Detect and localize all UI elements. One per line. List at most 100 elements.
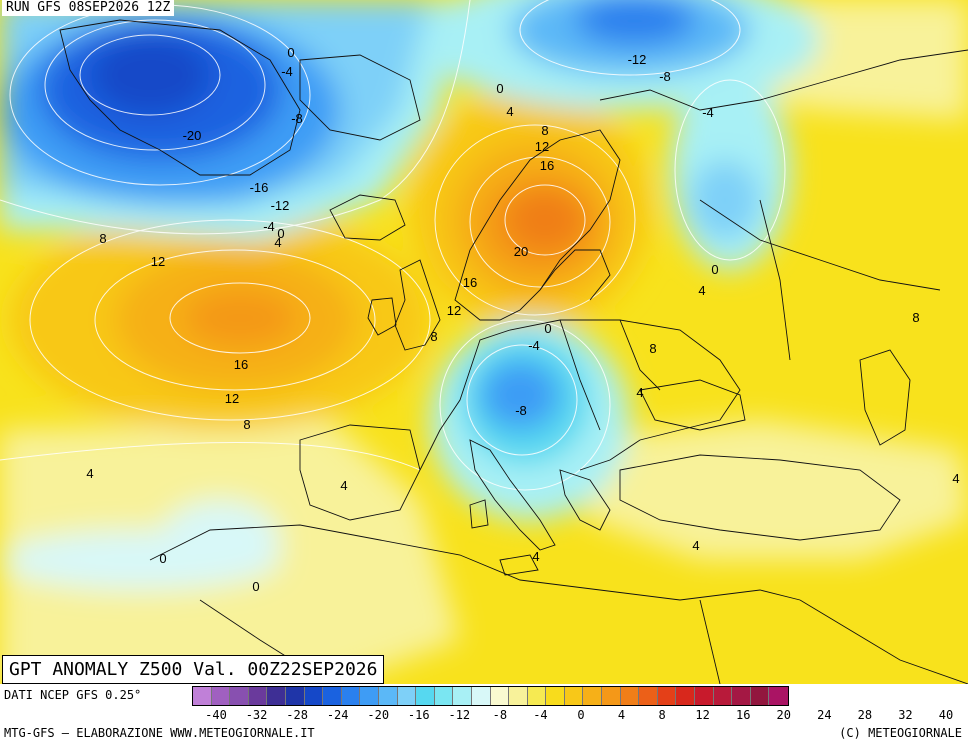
- contour-label: 12: [535, 139, 549, 154]
- map-title: GPT ANOMALY Z500 Val. 00Z22SEP2026: [2, 655, 385, 684]
- contour-label: -12: [271, 198, 290, 213]
- color-scale-cell: [769, 687, 788, 705]
- color-scale-cell: [267, 687, 286, 705]
- color-scale-tick-label: 12: [695, 708, 710, 722]
- color-scale-cell: [193, 687, 212, 705]
- anomaly-field: [0, 0, 968, 684]
- map-canvas: 0 -4 -12 -8 0 4 -4 8 12 -20 -8 16 -16 -1…: [0, 0, 968, 684]
- color-scale-tick-label: 20: [776, 708, 791, 722]
- contour-lines: [0, 0, 786, 491]
- color-scale-tick-label: -20: [367, 708, 390, 722]
- color-scale-tick-label: 32: [898, 708, 913, 722]
- contour-label: -4: [281, 64, 293, 79]
- contour-label: 0: [252, 579, 259, 594]
- anomaly-map: 0 -4 -12 -8 0 4 -4 8 12 -20 -8 16 -16 -1…: [0, 0, 968, 684]
- contour-label: -12: [628, 52, 647, 67]
- contour-label: 12: [151, 254, 165, 269]
- contour-label: 0: [496, 81, 503, 96]
- color-scale-cell: [211, 687, 231, 705]
- color-scale-ticks: -40 -32 -28 -24 -20 -16 -12 -8 -4 0 4 8 12 16 20 24 28 32…: [192, 708, 968, 722]
- color-scale-cell: [397, 687, 417, 705]
- contour-label: 12: [447, 303, 461, 318]
- color-scale-cell: [490, 687, 510, 705]
- contour-label: 0: [277, 226, 284, 241]
- color-scale-tick-label: 40: [938, 708, 954, 722]
- color-scale-tick-label: 0: [577, 708, 585, 722]
- footer-panel: DATI NCEP GFS 0.25° -40 -32 -28 -24 -20 -16 -1…: [0, 684, 968, 745]
- color-scale-cell: [732, 687, 751, 705]
- contour-label: 8: [649, 341, 656, 356]
- color-scale-tick-label: -12: [448, 708, 471, 722]
- contour-label: -16: [250, 180, 269, 195]
- color-scale-tick-label: 4: [617, 708, 626, 722]
- contour-label: -4: [528, 338, 540, 353]
- color-scale-cell: [602, 687, 621, 705]
- color-scale-cell: [546, 687, 565, 705]
- contour-label: 8: [243, 417, 250, 432]
- color-scale-tick-label: 28: [857, 708, 873, 722]
- copyright-label: (C) METEOGIORNALE: [839, 726, 962, 740]
- color-scale-tick-label: -16: [407, 708, 430, 722]
- color-scale-cell: [471, 687, 491, 705]
- contour-label: 8: [912, 310, 919, 325]
- contour-label: 0: [287, 45, 294, 60]
- color-scale-tick-label: -8: [492, 708, 508, 722]
- color-scale-cell: [230, 687, 249, 705]
- color-scale-cell: [583, 687, 603, 705]
- color-scale-cell: [639, 687, 658, 705]
- color-scale-tick-label: -28: [286, 708, 308, 722]
- color-scale-cell: [509, 687, 528, 705]
- contour-label: -8: [291, 111, 303, 126]
- coastlines: [59, 19, 968, 684]
- contour-label: -4: [702, 105, 714, 120]
- color-scale-tick-label: -32: [245, 708, 268, 722]
- contour-label: -4: [263, 219, 275, 234]
- contour-label: 8: [99, 231, 106, 246]
- contour-label: 4: [274, 235, 281, 250]
- contour-label: -8: [515, 403, 527, 418]
- contour-label: 0: [711, 262, 718, 277]
- color-scale-bar: [192, 686, 789, 706]
- color-scale-tick-label: 16: [735, 708, 751, 722]
- color-scale-cell: [564, 687, 584, 705]
- contour-label: 4: [636, 385, 643, 400]
- contour-label: -20: [183, 128, 202, 143]
- contour-label: 16: [234, 357, 248, 372]
- contour-label: 4: [340, 478, 347, 493]
- contour-label: 12: [225, 391, 239, 406]
- data-source-label: DATI NCEP GFS 0.25°: [4, 688, 142, 702]
- contour-label: 0: [544, 321, 551, 336]
- contour-label: -8: [659, 69, 671, 84]
- contour-label: 16: [463, 275, 477, 290]
- contour-label: 0: [159, 551, 166, 566]
- contour-label: 4: [532, 549, 539, 564]
- color-scale-tick-label: 8: [658, 708, 666, 722]
- color-scale-cell: [285, 687, 305, 705]
- color-scale-cell: [695, 687, 714, 705]
- contour-label: 4: [692, 538, 699, 553]
- color-scale-cell: [527, 687, 547, 705]
- color-scale-tick-label: -40: [205, 708, 227, 722]
- credit-label: MTG-GFS — ELABORAZIONE WWW.METEOGIORNALE…: [4, 726, 315, 740]
- color-scale-tick-label: -4: [533, 708, 548, 722]
- color-scale-tick-label: 24: [817, 708, 832, 722]
- color-scale-cell: [304, 687, 324, 705]
- color-scale-cell: [248, 687, 268, 705]
- contour-label: 16: [540, 158, 554, 173]
- contour-label: 4: [506, 104, 513, 119]
- color-scale-cell: [676, 687, 696, 705]
- contour-label: 4: [86, 466, 93, 481]
- color-scale-cell: [341, 687, 361, 705]
- contour-label: 8: [430, 329, 437, 344]
- color-scale-cell: [713, 687, 733, 705]
- contour-labels: 0 -4 -12 -8 0 4 -4 8 12 -20 -8 16 -16 -1…: [86, 45, 959, 594]
- contour-label: 20: [514, 244, 528, 259]
- color-scale-cell: [360, 687, 379, 705]
- run-title: RUN GFS 08SEP2026 12Z: [2, 0, 175, 16]
- contour-label: 8: [541, 123, 548, 138]
- color-scale-cell: [657, 687, 677, 705]
- color-scale-cell: [750, 687, 770, 705]
- color-scale-cell: [378, 687, 398, 705]
- color-scale-tick-label: -24: [326, 708, 349, 722]
- color-scale-cell: [453, 687, 472, 705]
